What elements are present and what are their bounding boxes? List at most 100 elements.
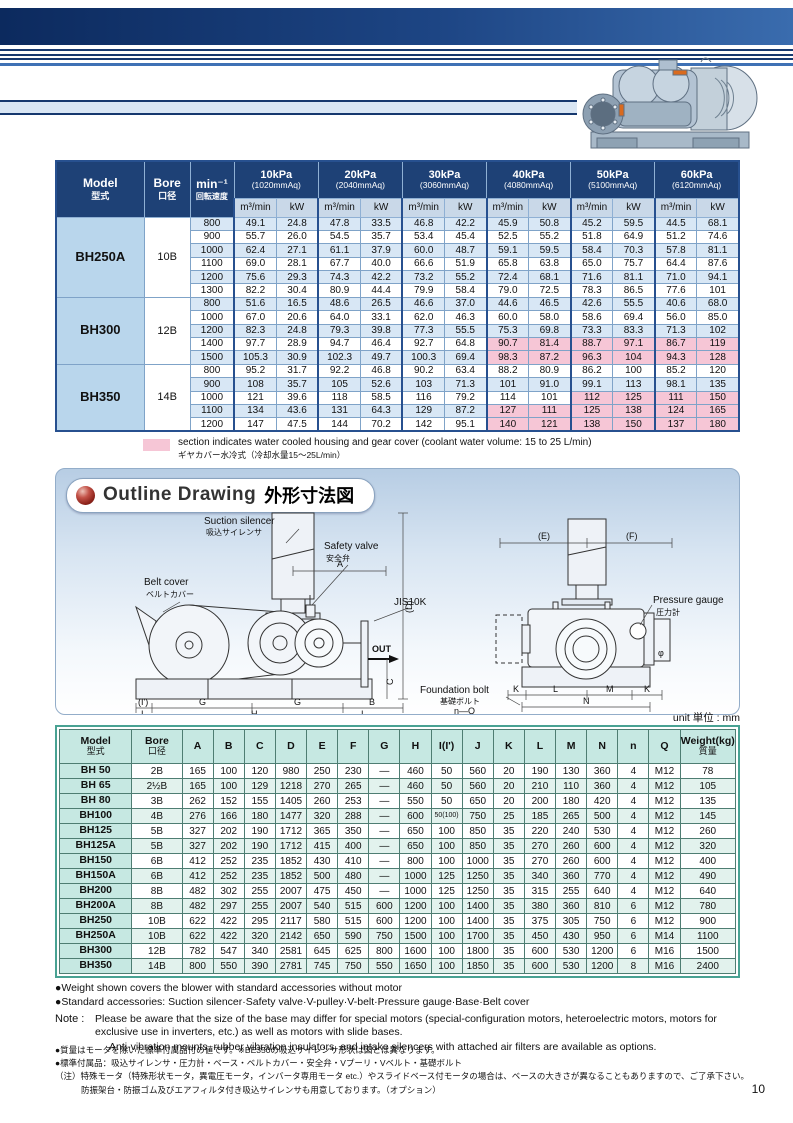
table-cell: 65.0 [569,256,614,272]
jis-flange-label: JIS10K [394,597,427,608]
column-header: Bore 口径 [131,729,183,764]
table-cell: 120 [243,763,276,779]
table-cell: 770 [586,868,619,884]
bore-cell: 6B [131,853,183,869]
performance-section: Model 型式 Bore 口径 min⁻¹ 回転速度 10kPa (1020mmAq) 20k… [55,160,740,461]
table-cell: 412 [181,853,214,869]
table-cell: M12 [648,808,681,824]
bore-cell: 14B [131,958,183,974]
table-cell: 35 [492,928,525,944]
table-cell: 95.1 [443,417,488,432]
table-cell: 100 [430,853,463,869]
table-cell: 114 [485,390,530,405]
table-cell: 116 [401,390,445,405]
table-row: BH 65 2½B 165 100 129 1218 270 265—460 50 560 20 21… [58,778,737,794]
table-cell: 480 [337,868,370,884]
dim-label-i2: (I') [138,697,148,707]
table-cell: 180 [243,808,276,824]
speed-cell: 1500 [189,350,235,365]
table-cell: 46.4 [359,337,403,352]
bore-cell: 4B [131,808,183,824]
section-title: Outline Drawing 外形寸法図 [66,478,376,513]
table-cell: 74.6 [696,229,740,245]
table-cell: 111 [653,390,698,405]
table-cell: 155 [243,793,276,809]
table-cell: 1218 [274,778,308,794]
table-cell: 302 [212,883,245,899]
table-cell: 120 [696,363,740,379]
table-cell: 28.9 [275,337,319,352]
dim-label-e: (E) [538,531,550,541]
dim-label-i: I [141,709,144,714]
dim-label-a: A [337,559,343,569]
table-cell: 82.2 [233,283,277,298]
table-cell: 327 [181,823,214,839]
table-cell: 460 [399,763,432,779]
table-cell: 70.3 [612,243,656,258]
table-cell: 450 [523,928,557,944]
table-cell: 65.8 [485,256,530,272]
table-cell: 220 [523,823,557,839]
model-cell: BH150A [58,868,133,884]
table-cell: 810 [586,898,619,914]
speed-cell: 1200 [189,270,235,285]
table-row: 1200 82.3 24.8 79.3 39.8 77.3 55.5 75.3 69.8 73.3… [56,323,740,339]
speed-cell: 1000 [189,310,235,325]
flow-header: m³/min [569,197,614,218]
table-cell: 1250 [461,868,494,884]
table-cell: 68.0 [696,296,740,312]
table-cell: 49.7 [359,350,403,365]
table-cell: 87.2 [528,350,572,365]
table-cell: 165 [181,778,214,794]
table-row: 1000 121 39.6 118 58.5 116 79.2 114 101 112 125 111… [56,390,740,405]
pressure-group-header: 10kPa (1020mmAq) [233,160,319,199]
table-cell: 33.5 [359,216,403,231]
table-cell: 650 [399,838,432,854]
table-cell: 500 [306,868,339,884]
table-cell: M14 [648,928,681,944]
performance-table: Model 型式 Bore 口径 min⁻¹ 回転速度 10kPa (1020mmAq) 20k… [55,160,740,433]
table-cell: 540 [306,898,339,914]
table-cell: 35 [492,913,525,929]
table-cell: 260 [555,838,588,854]
table-cell: 72.4 [485,270,530,285]
header-stripe [0,58,793,60]
table-cell: 450 [337,883,370,899]
dim-label-n: N [583,696,590,706]
table-row: 1300 82.2 30.4 80.9 44.4 79.9 58.4 79.0 72.5 78.3… [56,283,740,298]
section-title-jp: 外形寸法図 [264,486,355,506]
speed-cell: 1000 [189,390,235,405]
table-cell: 91.0 [528,377,572,392]
section-title-en: Outline Drawing [103,484,257,505]
column-header: Weight(kg) 質量 [679,729,737,764]
bore-cell: 2B [131,763,183,779]
weight-cell: 145 [679,808,737,824]
table-cell: 113 [612,377,656,392]
table-cell: 276 [181,808,214,824]
table-cell: 270 [306,778,339,794]
table-cell: 50 [430,763,463,779]
table-cell: 96.3 [569,350,614,365]
outline-drawing-section: Outline Drawing 外形寸法図 [55,468,740,715]
table-cell: 64.0 [317,310,361,325]
table-cell: 20 [492,763,525,779]
table-cell: 64.4 [653,256,698,272]
table-cell: 165 [696,403,740,419]
table-row: 1100 134 43.6 131 64.3 129 87.2 127 111 125 138 124… [56,403,740,419]
table-cell: 1852 [274,868,308,884]
table-cell: 75.6 [233,270,277,285]
power-header: kW [528,197,572,218]
table-cell: 800 [368,943,401,959]
table-cell: 79.0 [485,283,530,298]
table-cell: M12 [648,793,681,809]
table-cell: 270 [523,853,557,869]
table-cell: 252 [212,868,245,884]
table-cell: 134 [233,403,277,419]
table-cell: 77.3 [401,323,445,339]
column-header: Bore 口径 [143,160,191,218]
speed-cell: 1300 [189,283,235,298]
table-cell: — [368,838,401,854]
column-header: A [181,729,214,764]
table-cell: 560 [461,778,494,794]
table-cell: 68.1 [696,216,740,231]
